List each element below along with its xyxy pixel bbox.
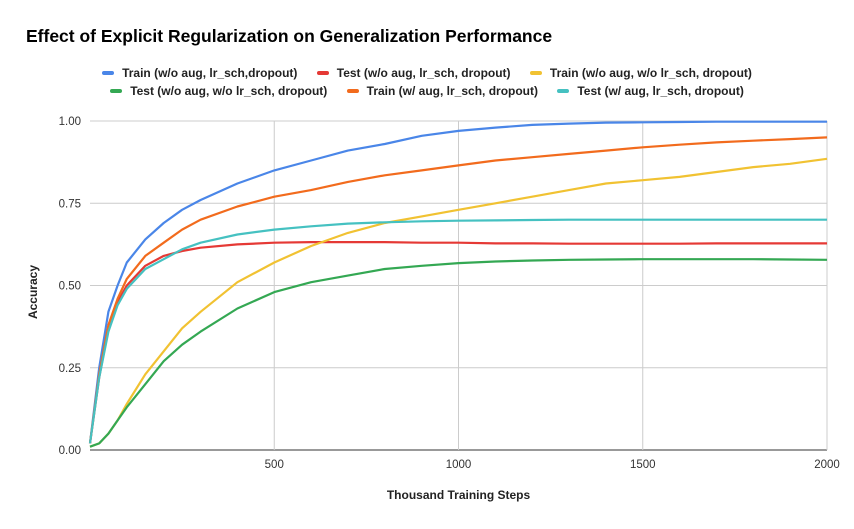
- x-axis-title: Thousand Training Steps: [386, 488, 531, 502]
- legend-item[interactable]: Test (w/ aug, lr_sch, dropout): [557, 83, 744, 99]
- legend-row-1: Train (w/o aug, lr_sch,dropout) Test (w/…: [0, 65, 854, 80]
- series-line: [88, 218, 827, 444]
- y-tick-label: 0.25: [59, 363, 81, 375]
- legend-label: Train (w/ aug, lr_sch, dropout): [366, 84, 539, 99]
- legend-label: Test (w/ aug, lr_sch, dropout): [577, 84, 744, 99]
- legend-swatch: [102, 71, 115, 76]
- legend-row-2: Test (w/o aug, w/o lr_sch, dropout) Trai…: [0, 83, 854, 98]
- series-line: [89, 157, 828, 448]
- y-tick-label: 1.00: [59, 116, 81, 128]
- y-tick-label: 0.00: [59, 445, 81, 457]
- x-tick-label: 500: [265, 459, 284, 471]
- legend-item[interactable]: Test (w/o aug, w/o lr_sch, dropout): [110, 83, 327, 98]
- legend-swatch: [346, 89, 359, 94]
- legend-swatch: [529, 71, 542, 76]
- x-tick-label: 1000: [446, 459, 472, 471]
- legend-label: Train (w/o aug, w/o lr_sch, dropout): [549, 66, 752, 81]
- series-line: [89, 258, 828, 448]
- legend-label: Test (w/o aug, lr_sch, dropout): [336, 66, 511, 81]
- legend-item[interactable]: Test (w/o aug, lr_sch, dropout): [316, 65, 511, 81]
- series-line: [88, 241, 827, 444]
- x-tick-label: 1500: [630, 459, 656, 471]
- chart-title: Effect of Explicit Regularization on Gen…: [26, 26, 553, 46]
- series-line: [88, 136, 828, 444]
- legend-label: Train (w/o aug, lr_sch,dropout): [122, 66, 298, 81]
- legend-swatch: [316, 71, 329, 76]
- y-tick-label: 0.75: [59, 198, 81, 210]
- legend-item[interactable]: Train (w/ aug, lr_sch, dropout): [346, 83, 539, 99]
- legend-swatch: [557, 89, 570, 94]
- series-line: [88, 120, 827, 444]
- y-tick-label: 0.50: [59, 281, 81, 293]
- legend-label: Test (w/o aug, w/o lr_sch, dropout): [130, 84, 328, 99]
- legend-item[interactable]: Train (w/o aug, lr_sch,dropout): [102, 65, 297, 80]
- legend-item[interactable]: Train (w/o aug, w/o lr_sch, dropout): [529, 65, 752, 81]
- legend-swatch: [110, 89, 123, 94]
- x-tick-label: 2000: [814, 459, 840, 471]
